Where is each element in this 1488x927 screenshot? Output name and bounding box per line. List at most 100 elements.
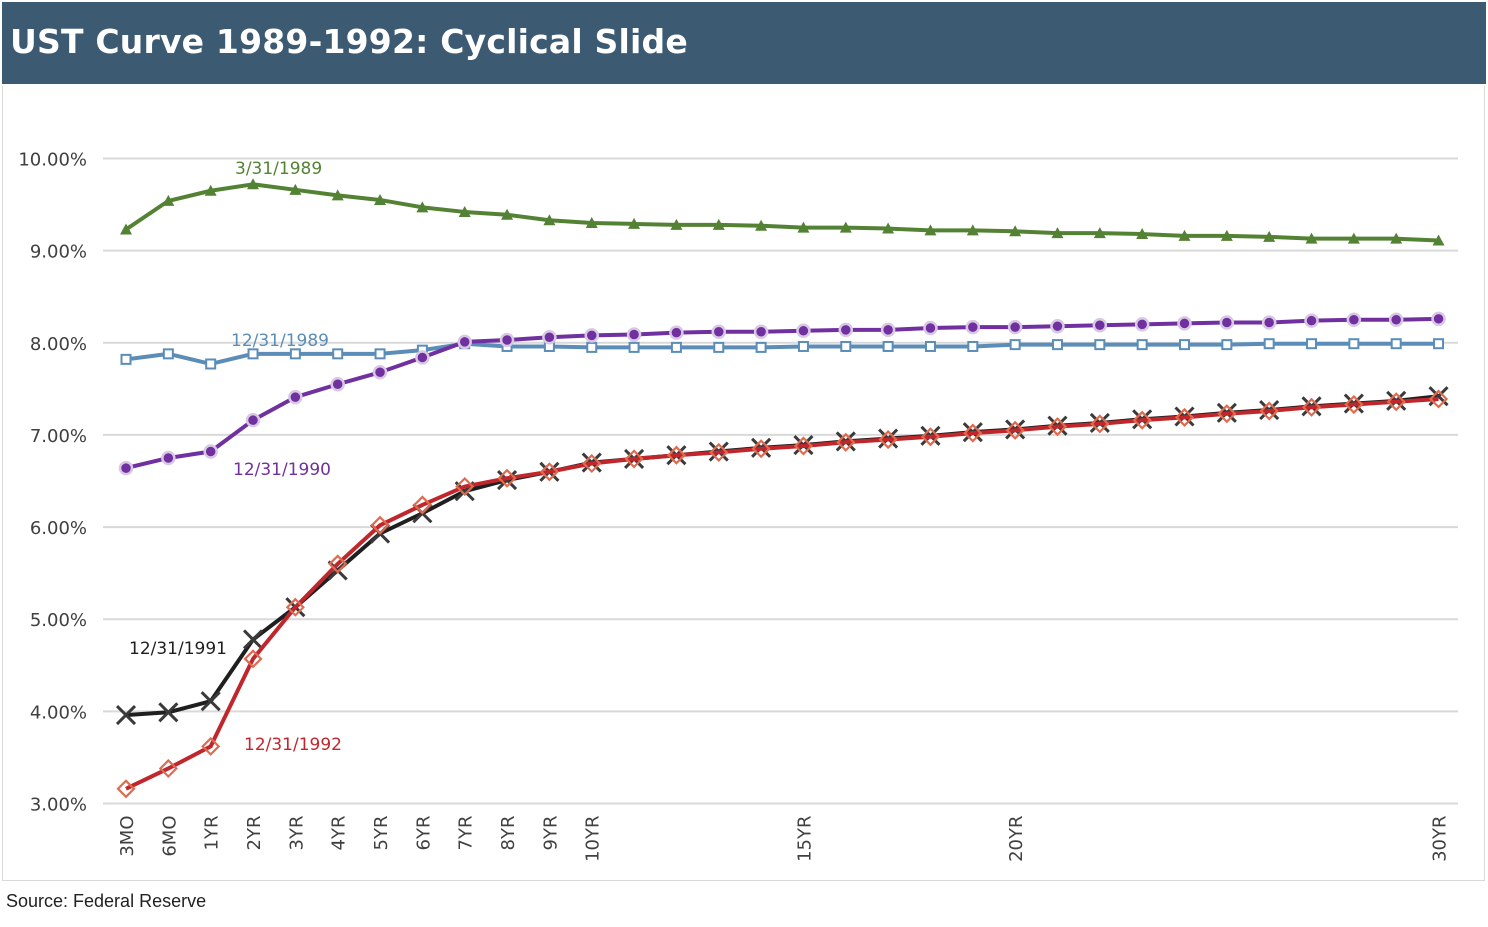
page-title: UST Curve 1989-1992: Cyclical Slide <box>10 22 688 61</box>
data-point-square <box>1179 339 1190 351</box>
data-point-triangle <box>755 219 768 231</box>
data-point-circle <box>1177 316 1192 331</box>
data-point-diamond <box>1174 407 1195 427</box>
data-point-diamond <box>963 423 983 443</box>
data-point-triangle <box>1263 230 1276 242</box>
x-tick-label: 4YR <box>329 816 350 851</box>
y-tick-label: 3.00% <box>30 795 87 816</box>
data-point-triangle <box>1305 232 1318 244</box>
data-point-circle <box>161 450 176 466</box>
data-point-diamond <box>1217 404 1237 424</box>
data-point-circle <box>1050 318 1065 334</box>
x-tick-label: 15YR <box>794 816 815 862</box>
data-point-diamond <box>328 554 348 574</box>
data-point-x <box>242 629 264 650</box>
data-point-circle <box>1007 319 1023 335</box>
y-tick-label: 9.00% <box>30 242 87 263</box>
data-point-triangle <box>247 178 260 190</box>
data-point-square <box>1051 339 1063 351</box>
data-point-square <box>755 341 767 353</box>
data-point-triangle <box>416 201 429 213</box>
x-tick-label: 7YR <box>456 816 477 851</box>
data-point-triangle <box>1051 227 1064 239</box>
x-tick-label: 30YR <box>1430 816 1451 862</box>
x-tick-label: 9YR <box>540 816 561 851</box>
data-point-triangle <box>1347 232 1360 244</box>
data-point-diamond <box>666 445 686 465</box>
data-point-circle <box>288 389 303 405</box>
data-point-triangle <box>797 221 810 233</box>
y-tick-label: 10.00% <box>18 150 87 171</box>
data-point-triangle <box>966 224 979 236</box>
data-point-diamond <box>455 476 475 497</box>
x-tick-label: 20YR <box>1006 816 1027 862</box>
data-point-triangle <box>543 214 556 226</box>
x-tick-label: 2YR <box>244 816 265 851</box>
data-point-square <box>1009 339 1021 351</box>
data-point-triangle <box>1178 229 1191 241</box>
x-tick-label: 3YR <box>286 816 307 851</box>
series-label: 12/31/1990 <box>233 460 331 480</box>
x-tick-label: 5YR <box>371 816 392 851</box>
data-point-diamond <box>582 453 602 474</box>
data-point-circle <box>669 325 684 340</box>
data-point-square <box>1263 338 1275 350</box>
data-point-diamond <box>836 432 856 452</box>
data-point-diamond <box>751 439 771 459</box>
data-point-diamond <box>1428 389 1449 409</box>
data-point-circle <box>1388 312 1404 327</box>
data-point-diamond <box>201 736 221 756</box>
data-point-square <box>162 348 174 360</box>
data-point-circle <box>1346 312 1362 327</box>
header-bar: UST Curve 1989-1992: Cyclical Slide <box>2 2 1486 84</box>
data-point-square <box>628 341 640 353</box>
data-point-square <box>332 348 344 360</box>
data-point-square <box>205 358 217 370</box>
x-tick-label: 3MO <box>117 816 138 857</box>
series-line-12-31-1991 <box>125 394 1439 718</box>
data-point-diamond <box>1259 401 1279 421</box>
data-point-diamond <box>1005 420 1025 440</box>
data-point-circle <box>372 365 388 380</box>
data-point-triangle <box>120 223 132 235</box>
data-point-square <box>1306 338 1318 350</box>
data-point-square <box>247 348 259 360</box>
data-point-triangle <box>1390 232 1403 244</box>
data-point-triangle <box>374 193 387 205</box>
x-tick-label: 10YR <box>583 816 604 862</box>
data-point-square <box>586 341 598 353</box>
data-point-square <box>1433 338 1445 350</box>
x-tick-label: 6YR <box>413 816 434 851</box>
data-point-circle <box>415 350 430 365</box>
y-tick-label: 5.00% <box>30 610 87 631</box>
data-point-triangle <box>1220 229 1233 241</box>
data-point-triangle <box>1432 234 1445 246</box>
data-point-triangle <box>289 183 302 195</box>
data-point-circle <box>923 320 938 336</box>
data-point-circle <box>203 444 218 459</box>
data-point-circle <box>880 322 896 338</box>
x-tick-label: 6MO <box>159 816 180 857</box>
data-point-circle <box>584 328 599 343</box>
data-point-diamond <box>878 429 898 450</box>
data-point-square <box>924 340 936 352</box>
data-point-triangle <box>585 217 598 228</box>
yield-curve-chart: 3.00% 4.00% 5.00% 6.00% 7.00% 8.00% 9.00% 10.00… <box>18 150 1458 862</box>
data-point-circle <box>118 460 134 476</box>
data-point-circle <box>1092 318 1108 333</box>
x-tick-label: 1YR <box>202 816 223 851</box>
data-point-diamond <box>285 597 305 617</box>
data-point-diamond <box>116 779 136 799</box>
data-point-circle <box>1219 315 1235 330</box>
data-point-circle <box>711 324 727 339</box>
data-point-square <box>1136 339 1148 351</box>
data-point-triangle <box>924 224 937 236</box>
data-point-triangle <box>204 184 217 196</box>
series-label: 12/31/1992 <box>244 735 342 755</box>
data-point-circle <box>626 327 642 342</box>
data-point-diamond <box>709 442 729 462</box>
data-point-circle <box>1261 315 1277 330</box>
data-point-diamond <box>497 468 517 488</box>
source-note: Source: Federal Reserve <box>6 891 207 911</box>
data-point-circle <box>542 330 557 345</box>
